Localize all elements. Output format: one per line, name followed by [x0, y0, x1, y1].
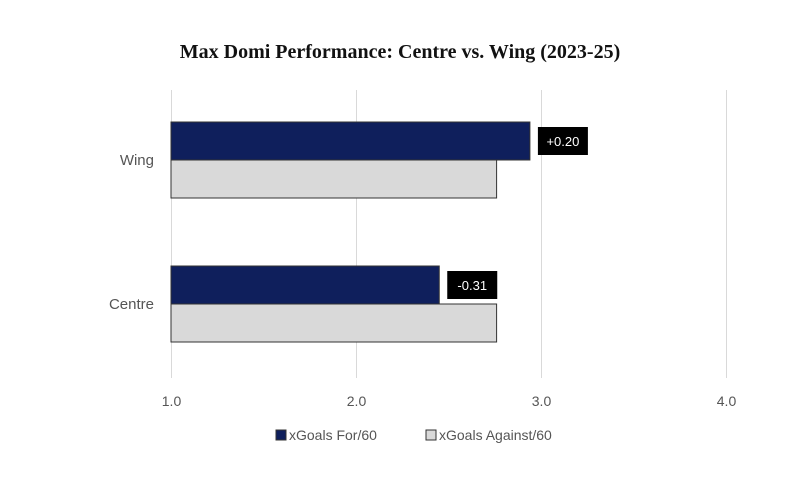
- data-label-box: [447, 271, 498, 299]
- bar-xgoals-against-centre: [170, 303, 498, 343]
- bars: [170, 121, 531, 343]
- data-labels: +0.20 -0.31: [447, 127, 588, 299]
- x-tick-label: 2.0: [347, 393, 367, 409]
- legend-swatch: [425, 429, 437, 441]
- x-tick-label: 1.0: [162, 393, 182, 409]
- legend-item-xgoals-against[interactable]: xGoals Against/60: [425, 427, 552, 443]
- category-axis: Wing Centre: [109, 152, 154, 313]
- legend-label: xGoals Against/60: [439, 427, 552, 443]
- x-tick-label: 4.0: [717, 393, 737, 409]
- category-label: Centre: [109, 296, 154, 313]
- data-label-box: [537, 127, 588, 155]
- bar-xgoals-for-wing: [170, 121, 531, 161]
- data-label: +0.20: [546, 134, 579, 149]
- legend[interactable]: xGoals For/60 xGoals Against/60: [275, 427, 552, 443]
- data-label: -0.31: [457, 278, 487, 293]
- legend-item-xgoals-for[interactable]: xGoals For/60: [275, 427, 377, 443]
- category-label: Wing: [120, 152, 154, 169]
- chart-title: Max Domi Performance: Centre vs. Wing (2…: [180, 41, 620, 63]
- legend-label: xGoals For/60: [289, 427, 377, 443]
- legend-swatch: [275, 429, 287, 441]
- x-tick-label: 3.0: [532, 393, 552, 409]
- bar-xgoals-for-centre: [170, 265, 440, 305]
- value-axis: 1.0 2.0 3.0 4.0: [162, 393, 737, 409]
- bar-xgoals-against-wing: [170, 159, 498, 199]
